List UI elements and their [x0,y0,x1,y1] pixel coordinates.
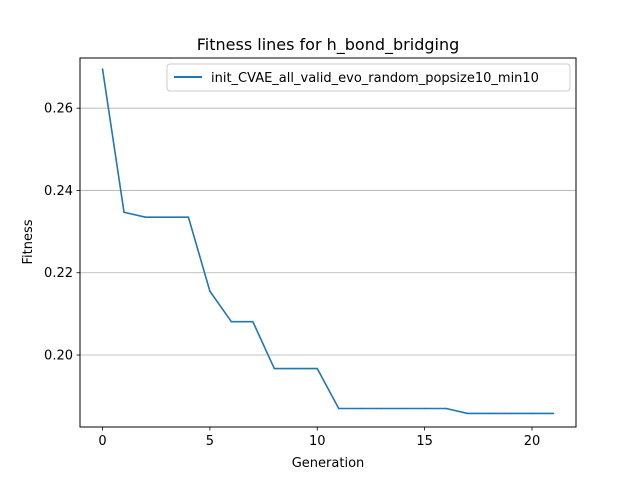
data-point [144,216,147,219]
x-axis-label: Generation [292,456,365,471]
y-axis-ticks: 0.20 0.22 0.24 0.26 [44,102,80,364]
x-tick-label: 20 [524,434,541,449]
data-point [509,412,512,415]
legend-label: init_CVAE_all_valid_evo_random_popsize10… [211,71,539,86]
data-point [166,216,168,219]
y-tick-label: 0.24 [44,184,73,199]
legend-box [166,63,571,92]
legend: init_CVAE_all_valid_evo_random_popsize10… [166,63,571,92]
data-point [552,412,555,415]
chart-title: Fitness lines for h_bond_bridging [197,35,460,55]
data-point [123,211,125,214]
data-point [488,412,490,415]
y-axis-label: Fitness [21,219,36,264]
data-point [380,407,383,410]
y-tick-label: 0.22 [44,266,73,281]
data-point [252,320,254,323]
data-point [273,367,276,370]
data-point [187,216,190,219]
x-tick-label: 0 [98,434,106,449]
data-point [209,290,211,293]
data-point [337,407,340,410]
data-point [445,407,447,410]
series-lines [101,68,555,415]
data-point [230,320,233,323]
x-tick-label: 15 [416,434,433,449]
data-point [294,367,297,370]
data-point [402,407,404,410]
y-tick-label: 0.20 [44,349,73,364]
x-tick-label: 5 [206,434,214,449]
data-point [101,68,104,70]
x-tick-label: 10 [309,434,326,449]
y-tick-label: 0.26 [44,102,73,117]
grid-lines [80,107,576,356]
data-point [359,407,362,410]
x-axis-ticks: 0 5 10 15 20 [98,427,540,449]
series-line [101,68,554,415]
plot-frame [79,57,577,428]
data-point [316,367,319,370]
data-point [531,412,533,415]
data-point [466,412,469,415]
data-point [423,407,426,410]
